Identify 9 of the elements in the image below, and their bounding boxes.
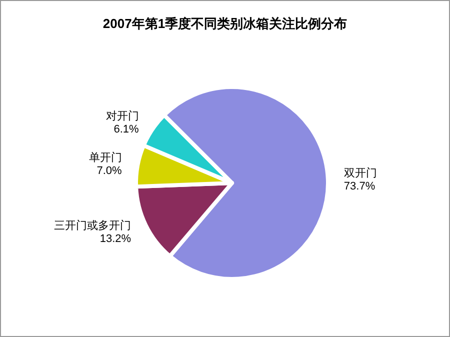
data-label: 73.7%: [344, 180, 376, 193]
data-label: 6.1%: [114, 123, 140, 136]
slice-label: 三开门或多开门: [54, 219, 132, 232]
slice-label: 双开门: [344, 166, 377, 180]
slice-label: 对开门: [106, 109, 139, 122]
slice-label: 单开门: [88, 151, 122, 164]
data-label: 13.2%: [100, 233, 132, 246]
chart-title: 2007年第1季度不同类别冰箱关注比例分布: [102, 16, 348, 31]
data-label: 7.0%: [96, 165, 122, 178]
